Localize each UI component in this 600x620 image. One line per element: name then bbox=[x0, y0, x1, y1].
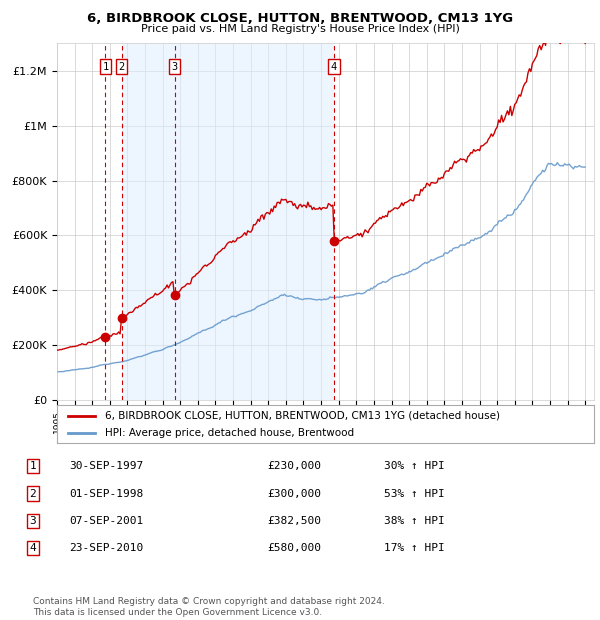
Text: 3: 3 bbox=[29, 516, 37, 526]
Text: 3: 3 bbox=[172, 61, 178, 71]
Text: 30-SEP-1997: 30-SEP-1997 bbox=[69, 461, 143, 471]
Text: 17% ↑ HPI: 17% ↑ HPI bbox=[384, 543, 445, 553]
Text: £300,000: £300,000 bbox=[267, 489, 321, 498]
Text: 30% ↑ HPI: 30% ↑ HPI bbox=[384, 461, 445, 471]
Text: HPI: Average price, detached house, Brentwood: HPI: Average price, detached house, Bren… bbox=[106, 428, 355, 438]
Text: Contains HM Land Registry data © Crown copyright and database right 2024.
This d: Contains HM Land Registry data © Crown c… bbox=[33, 598, 385, 617]
Text: 53% ↑ HPI: 53% ↑ HPI bbox=[384, 489, 445, 498]
Bar bbox=[122, 43, 334, 400]
Text: 38% ↑ HPI: 38% ↑ HPI bbox=[384, 516, 445, 526]
Text: 2: 2 bbox=[118, 61, 125, 71]
Text: 4: 4 bbox=[29, 543, 37, 553]
Text: 6, BIRDBROOK CLOSE, HUTTON, BRENTWOOD, CM13 1YG (detached house): 6, BIRDBROOK CLOSE, HUTTON, BRENTWOOD, C… bbox=[106, 410, 500, 420]
Text: 23-SEP-2010: 23-SEP-2010 bbox=[69, 543, 143, 553]
Text: Price paid vs. HM Land Registry's House Price Index (HPI): Price paid vs. HM Land Registry's House … bbox=[140, 24, 460, 33]
Text: 1: 1 bbox=[102, 61, 109, 71]
Text: £382,500: £382,500 bbox=[267, 516, 321, 526]
Text: 4: 4 bbox=[331, 61, 337, 71]
Text: £580,000: £580,000 bbox=[267, 543, 321, 553]
Text: 6, BIRDBROOK CLOSE, HUTTON, BRENTWOOD, CM13 1YG: 6, BIRDBROOK CLOSE, HUTTON, BRENTWOOD, C… bbox=[87, 12, 513, 25]
Text: 07-SEP-2001: 07-SEP-2001 bbox=[69, 516, 143, 526]
Text: £230,000: £230,000 bbox=[267, 461, 321, 471]
Text: 1: 1 bbox=[29, 461, 37, 471]
Text: 2: 2 bbox=[29, 489, 37, 498]
Text: 01-SEP-1998: 01-SEP-1998 bbox=[69, 489, 143, 498]
